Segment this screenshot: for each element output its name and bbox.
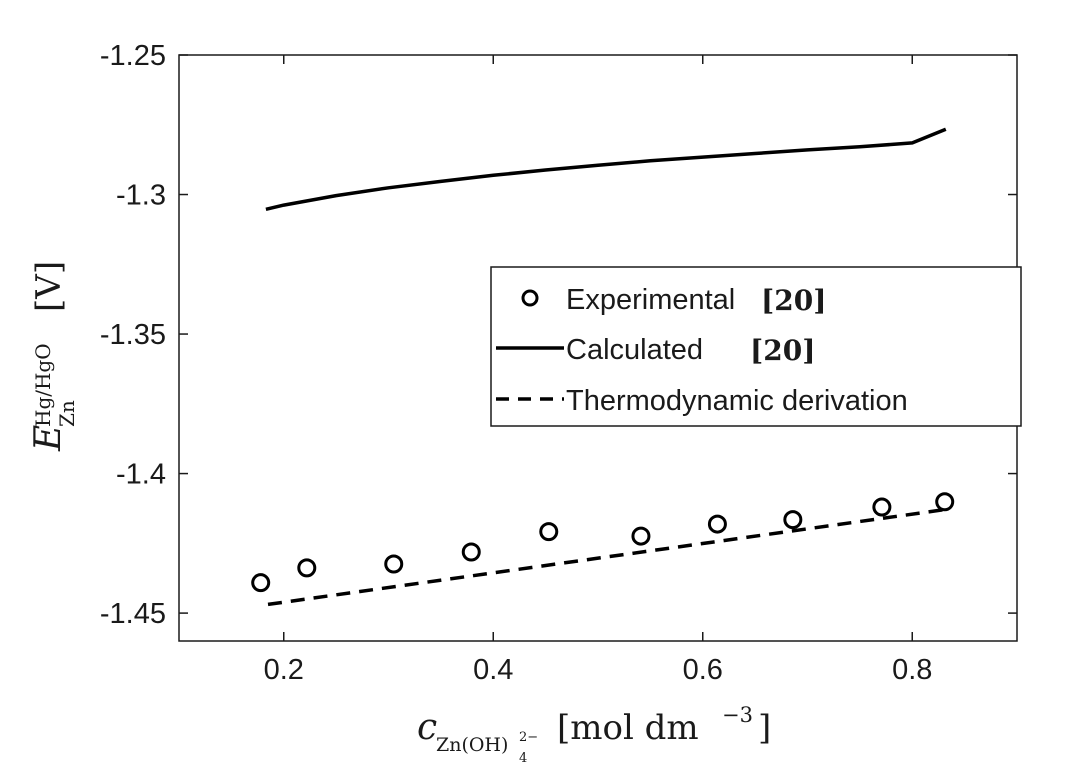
x-label-units-close: ] <box>758 708 771 748</box>
y-tick-label: -1.35 <box>100 319 166 351</box>
y-label-symbol: E <box>28 425 69 452</box>
data-point-experimental <box>539 522 559 542</box>
legend-label-calculated: Calculated <box>566 334 703 366</box>
data-point-experimental <box>251 573 271 593</box>
series-line-calculated <box>265 127 947 212</box>
x-tick-label: 0.8 <box>892 654 932 686</box>
series-layer <box>251 127 955 607</box>
data-point-experimental <box>935 492 955 512</box>
series-line-thermodynamic <box>267 507 945 607</box>
y-tick-label: -1.25 <box>100 40 166 72</box>
ticks-layer: 0.2 0.4 0.6 0.8 -1.25 -1.3 -1.35 -1.4 -1.45 <box>100 40 1017 686</box>
y-tick-label: -1.4 <box>116 459 166 491</box>
x-label-superscript: 2− <box>519 730 538 745</box>
x-axis-label: c Zn(OH) 2− 4 [mol dm −3 ] <box>417 703 771 766</box>
x-label-subscript: Zn(OH) <box>436 734 508 756</box>
y-label-units: [V] <box>29 261 69 312</box>
data-point-experimental <box>783 510 803 530</box>
data-point-experimental <box>461 542 481 562</box>
legend-marker-experimental <box>521 289 539 307</box>
data-point-experimental <box>297 558 317 578</box>
x-label-symbol: c <box>417 707 437 748</box>
legend: Experimental [20] Calculated [20] Thermo… <box>490 266 1022 427</box>
y-label-superscript: Hg/HgO <box>31 343 55 427</box>
x-label-sub-subscript: 4 <box>519 751 527 766</box>
legend-label-thermodynamic: Thermodynamic derivation <box>566 385 908 417</box>
x-tick-label: 0.4 <box>473 654 513 686</box>
data-point-experimental <box>872 497 892 517</box>
y-tick-label: -1.3 <box>116 180 166 212</box>
data-point-experimental <box>707 514 727 534</box>
y-label-subscript: Zn <box>55 400 79 427</box>
legend-box <box>490 266 1022 427</box>
x-label-units: [mol dm <box>557 708 699 748</box>
data-point-experimental <box>631 526 651 546</box>
legend-label-experimental: Experimental <box>566 284 735 316</box>
y-axis-label: E Hg/HgO Zn [V] <box>28 261 79 452</box>
y-tick-label: -1.45 <box>100 598 166 630</box>
data-point-experimental <box>384 554 404 574</box>
x-tick-label: 0.6 <box>683 654 723 686</box>
legend-ref-calculated: [20] <box>750 334 815 367</box>
x-tick-label: 0.2 <box>264 654 304 686</box>
x-label-units-exponent: −3 <box>722 703 753 727</box>
legend-ref-experimental: [20] <box>761 284 826 317</box>
